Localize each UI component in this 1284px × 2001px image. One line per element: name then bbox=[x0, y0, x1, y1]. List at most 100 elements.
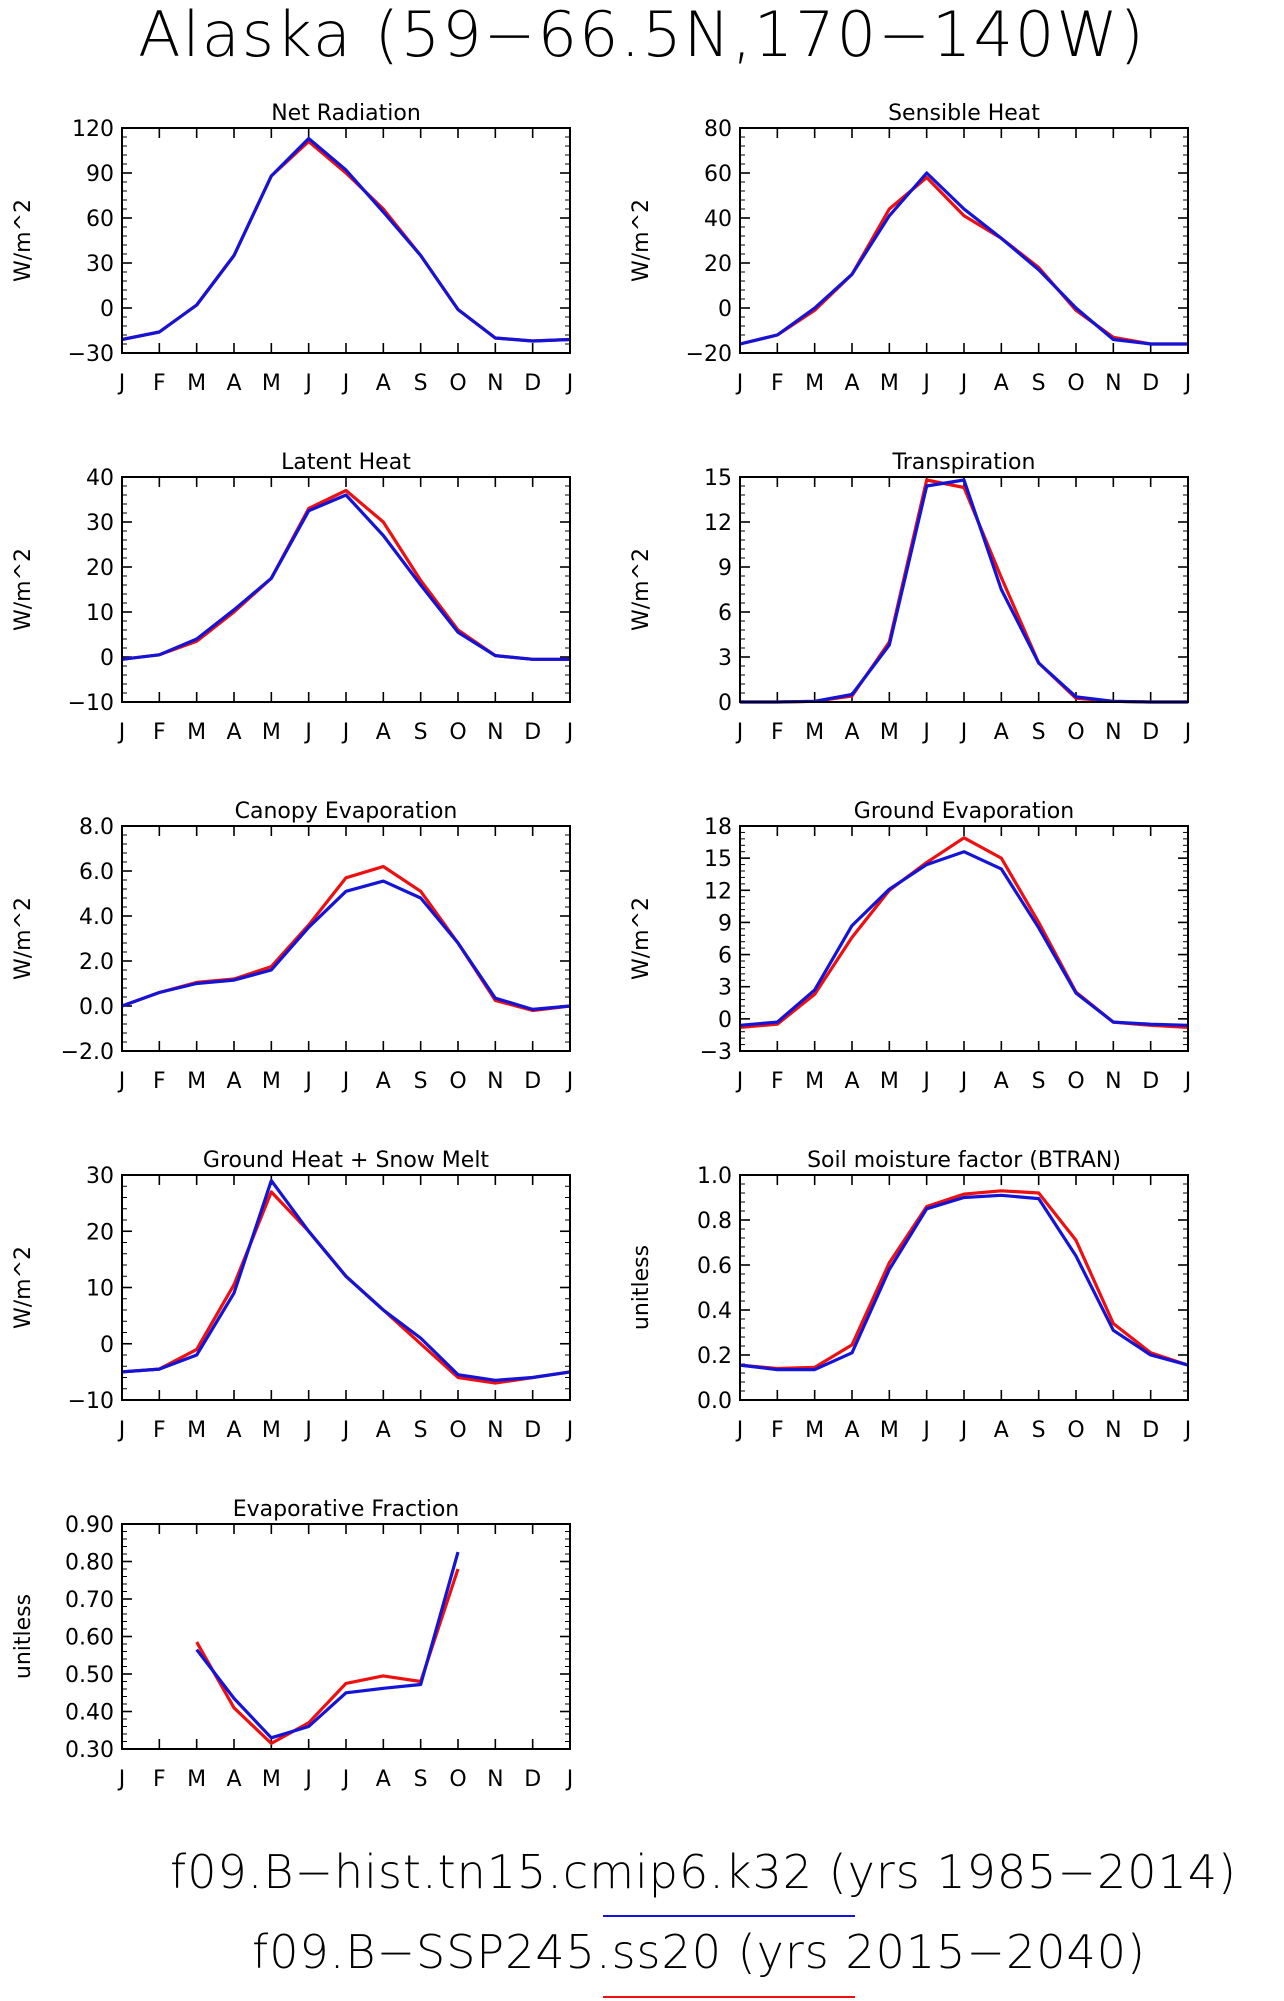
y-tick-label: 2.0 bbox=[79, 950, 114, 975]
x-tick-label: A bbox=[226, 1069, 241, 1094]
series-line-hist bbox=[739, 1193, 1189, 1372]
x-tick-label: F bbox=[153, 1069, 166, 1094]
y-axis-label: unitless bbox=[629, 1245, 654, 1330]
series-line-ssp245 bbox=[121, 488, 570, 661]
x-tick-label: D bbox=[1142, 720, 1159, 745]
x-tick-label: J bbox=[341, 1069, 350, 1094]
x-tick-label: N bbox=[487, 1767, 503, 1792]
x-tick-label: J bbox=[565, 1767, 574, 1792]
x-tick-label: A bbox=[844, 720, 859, 745]
y-tick-label: 20 bbox=[704, 252, 732, 277]
y-axis-label: W/m^2 bbox=[11, 199, 36, 282]
x-tick-label: D bbox=[1142, 1418, 1159, 1443]
plot-frame bbox=[739, 1174, 1189, 1401]
y-tick-label: 0.80 bbox=[65, 1551, 114, 1576]
x-tick-label: S bbox=[414, 371, 428, 396]
x-tick-label: D bbox=[524, 720, 541, 745]
x-tick-label: M bbox=[805, 720, 824, 745]
x-tick-label: A bbox=[844, 1069, 859, 1094]
x-tick-label: M bbox=[805, 1069, 824, 1094]
x-tick-label: J bbox=[341, 720, 350, 745]
x-tick-label: A bbox=[376, 1767, 391, 1792]
x-tick-label: M bbox=[880, 720, 899, 745]
x-tick-label: J bbox=[117, 1069, 126, 1094]
series-line-hist bbox=[195, 1551, 460, 1740]
x-tick-label: F bbox=[153, 720, 166, 745]
y-tick-label: 30 bbox=[86, 511, 114, 536]
x-tick-label: S bbox=[1032, 720, 1046, 745]
x-tick-label: S bbox=[414, 1767, 428, 1792]
x-tick-label: M bbox=[805, 371, 824, 396]
plot-frame bbox=[121, 1174, 571, 1401]
y-tick-label: 0.0 bbox=[697, 1389, 732, 1414]
y-tick-label: 0.6 bbox=[697, 1254, 732, 1279]
x-tick-label: F bbox=[771, 371, 784, 396]
y-tick-label: −10 bbox=[68, 1389, 114, 1414]
series-line-hist bbox=[739, 850, 1189, 1027]
series-line-ssp245 bbox=[121, 864, 571, 1013]
y-tick-label: 3 bbox=[718, 976, 732, 1001]
x-tick-label: J bbox=[959, 371, 968, 396]
legend-entry-ssp: f09.B−SSP245.ss20 (yrs 2015−2040) bbox=[252, 1925, 1146, 1979]
x-tick-label: N bbox=[487, 1418, 503, 1443]
x-tick-label: D bbox=[524, 371, 541, 396]
x-tick-label: J bbox=[341, 371, 350, 396]
x-tick-label: M bbox=[880, 1418, 899, 1443]
plot-frame bbox=[121, 476, 571, 703]
series-line-hist bbox=[121, 1179, 571, 1382]
x-tick-label: O bbox=[1067, 371, 1084, 396]
x-tick-label: J bbox=[959, 1418, 968, 1443]
x-tick-label: J bbox=[1183, 1069, 1192, 1094]
x-tick-label: J bbox=[735, 1069, 744, 1094]
x-tick-label: S bbox=[414, 1069, 428, 1094]
y-tick-label: 9 bbox=[718, 911, 732, 936]
x-tick-label: S bbox=[414, 1418, 428, 1443]
x-tick-label: J bbox=[735, 720, 744, 745]
x-tick-label: J bbox=[1183, 371, 1192, 396]
y-tick-label: 15 bbox=[704, 466, 732, 491]
series-line-hist bbox=[121, 879, 571, 1011]
y-tick-label: 6.0 bbox=[79, 860, 114, 885]
panel-title: Net Radiation bbox=[271, 101, 421, 126]
x-tick-label: O bbox=[449, 1069, 466, 1094]
y-tick-label: 0 bbox=[100, 1333, 114, 1358]
y-tick-label: 0.0 bbox=[79, 995, 114, 1020]
x-tick-label: J bbox=[303, 1767, 312, 1792]
plot-frame bbox=[739, 825, 1189, 1052]
panel-5: Canopy Evaporation W/m^2 8.0 6.0 4.0 2.0 0.0 −2… bbox=[11, 799, 573, 1094]
x-tick-label: J bbox=[303, 1418, 312, 1443]
legend-swatch-hist bbox=[603, 1915, 855, 1917]
x-tick-label: N bbox=[1105, 1418, 1121, 1443]
x-tick-label: M bbox=[262, 720, 281, 745]
y-axis-label: W/m^2 bbox=[629, 548, 654, 631]
y-tick-label: 0 bbox=[100, 646, 114, 671]
x-tick-label: A bbox=[226, 1418, 241, 1443]
x-tick-label: O bbox=[449, 720, 466, 745]
y-tick-label: 40 bbox=[86, 466, 114, 491]
series-line-ssp245 bbox=[195, 1568, 460, 1745]
y-tick-label: 12 bbox=[704, 879, 732, 904]
plot-frame bbox=[121, 825, 571, 1052]
x-tick-label: A bbox=[994, 1418, 1009, 1443]
y-tick-label: 15 bbox=[704, 847, 732, 872]
series-line-hist bbox=[739, 171, 1188, 346]
plot-frame bbox=[739, 476, 1189, 703]
x-tick-label: M bbox=[262, 371, 281, 396]
series-line-hist bbox=[121, 136, 571, 343]
x-tick-label: M bbox=[262, 1069, 281, 1094]
x-tick-label: A bbox=[994, 1069, 1009, 1094]
y-tick-label: 30 bbox=[86, 1164, 114, 1189]
y-tick-label: 0.60 bbox=[65, 1626, 114, 1651]
x-tick-label: J bbox=[921, 1069, 930, 1094]
x-tick-label: M bbox=[262, 1767, 281, 1792]
x-tick-label: S bbox=[1032, 1418, 1046, 1443]
y-tick-label: 60 bbox=[86, 207, 114, 232]
x-tick-label: J bbox=[303, 371, 312, 396]
x-tick-label: J bbox=[735, 371, 744, 396]
x-tick-label: N bbox=[487, 371, 503, 396]
y-tick-label: 6 bbox=[718, 601, 732, 626]
plot-frame bbox=[739, 127, 1189, 354]
y-tick-label: −10 bbox=[68, 691, 114, 716]
